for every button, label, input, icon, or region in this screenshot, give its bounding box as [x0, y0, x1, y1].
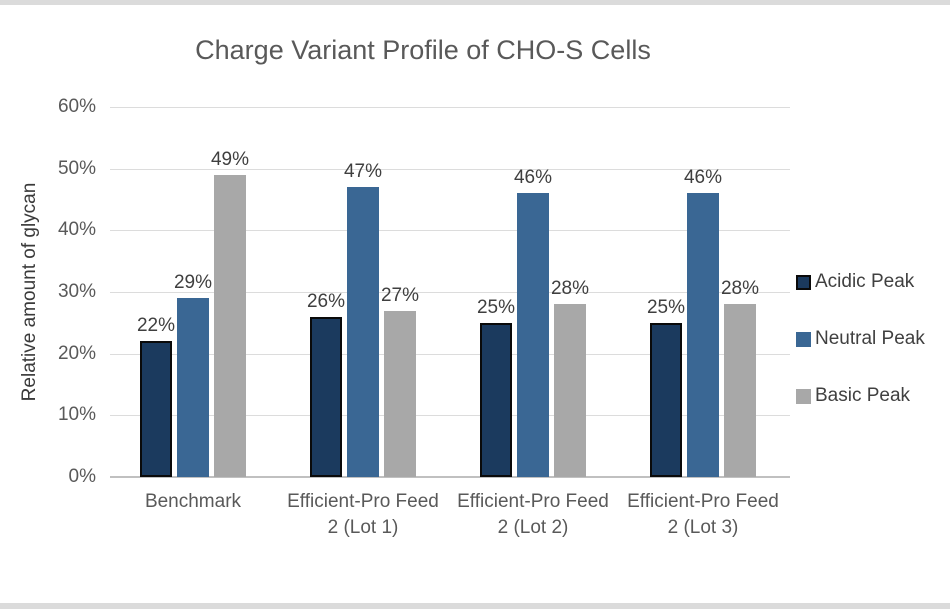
bar-neutral-peak-1 [177, 298, 209, 477]
y-tick-label: 40% [57, 219, 96, 241]
y-tick-label: 0% [68, 466, 96, 487]
legend-item-basic-peak: Basic Peak [796, 384, 910, 408]
y-tick-label: 10% [57, 404, 96, 426]
x-axis-category-label: Benchmark [144, 491, 242, 512]
x-axis-category-label: Efficient-Pro Feed 2 (Lot 3) [627, 491, 779, 538]
bar-value-label: 46% [683, 167, 723, 189]
gridline [110, 168, 790, 170]
bar-basic-peak-2 [384, 310, 416, 477]
bar-value-label: 27% [380, 284, 420, 306]
bar-value-label: 29% [173, 272, 213, 294]
legend-label: Acidic Peak [815, 271, 915, 292]
bar-neutral-peak-3 [517, 193, 549, 477]
bar-basic-peak-3 [554, 304, 586, 477]
legend-label: Neutral Peak [815, 328, 925, 349]
bar-basic-peak-1 [214, 174, 246, 477]
bar-value-label: 22% [136, 315, 176, 337]
bar-value-label: 46% [513, 167, 553, 189]
bar-acidic-peak-4 [650, 322, 682, 477]
gridline [110, 415, 790, 417]
legend-swatch-neutral-peak [796, 331, 811, 347]
x-axis-line [110, 476, 790, 478]
gridline [110, 230, 790, 232]
bar-acidic-peak-3 [480, 322, 512, 477]
y-axis-title: Relative amount of glycan [19, 182, 40, 402]
chart-title: Charge Variant Profile of CHO-S Cells [195, 35, 651, 65]
bar-neutral-peak-4 [687, 193, 719, 477]
gridline [110, 292, 790, 293]
bar-acidic-peak-2 [310, 316, 342, 477]
y-tick-label: 50% [57, 157, 96, 179]
bar-value-label: 26% [306, 290, 346, 312]
y-tick-label: 60% [57, 96, 96, 117]
legend-item-neutral-peak: Neutral Peak [796, 327, 925, 351]
bar-value-label: 49% [210, 148, 250, 170]
legend-swatch-acidic-peak [796, 274, 811, 290]
legend-item-acidic-peak: Acidic Peak [796, 270, 914, 294]
bar-value-label: 47% [343, 161, 383, 183]
bar-neutral-peak-2 [347, 187, 379, 477]
frame-top-border [0, 0, 950, 5]
legend-swatch-basic-peak [796, 388, 811, 404]
bar-value-label: 28% [720, 278, 760, 300]
gridline [110, 107, 790, 108]
x-axis-category-label: Efficient-Pro Feed 2 (Lot 2) [457, 491, 609, 538]
bar-value-label: 25% [646, 296, 686, 318]
frame-bottom-border [0, 603, 950, 609]
bar-basic-peak-4 [724, 304, 756, 477]
bar-value-label: 28% [550, 278, 590, 300]
gridline [110, 353, 790, 355]
y-tick-label: 20% [57, 342, 96, 364]
x-axis-category-label: Efficient-Pro Feed 2 (Lot 1) [287, 491, 439, 538]
legend-label: Basic Peak [815, 385, 911, 406]
bar-acidic-peak-1 [140, 341, 172, 477]
bar-value-label: 25% [476, 296, 516, 318]
y-tick-label: 30% [57, 281, 96, 302]
